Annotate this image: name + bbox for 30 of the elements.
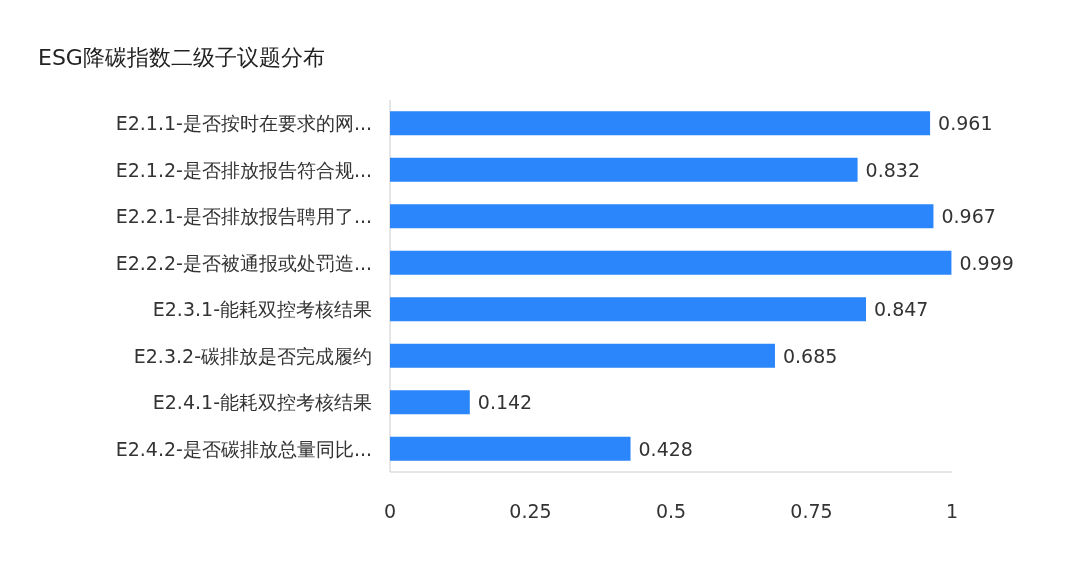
data-label: 0.961 xyxy=(938,112,993,135)
y-tick-label: E2.2.1-是否排放报告聘用了... xyxy=(115,205,372,228)
x-tick-label: 1 xyxy=(945,500,959,522)
y-tick-label: E2.1.1-是否按时在要求的网... xyxy=(115,112,372,135)
x-tick-label: 0 xyxy=(383,500,397,522)
data-label: 0.847 xyxy=(874,298,929,321)
data-label: 0.685 xyxy=(782,344,838,367)
bar xyxy=(390,343,775,368)
bar xyxy=(390,204,934,229)
bar xyxy=(390,297,867,322)
y-tick-label: E2.3.1-能耗双控考核结果 xyxy=(152,298,372,321)
text: ESG降碳指数二级子议题分布 xyxy=(38,45,325,70)
y-tick-label: E2.4.1-能耗双控考核结果 xyxy=(152,391,372,414)
data-label: 0.142 xyxy=(477,391,533,414)
x-tick-label: 0.25 xyxy=(509,500,552,522)
y-tick-label: E2.1.2-是否排放报告符合规... xyxy=(115,158,372,181)
data-label: 0.428 xyxy=(638,437,693,460)
bar xyxy=(390,390,470,415)
bar xyxy=(390,436,631,461)
bar xyxy=(390,111,931,136)
x-tick-label: 0.75 xyxy=(790,500,833,522)
y-tick-label: E2.3.2-碳排放是否完成履约 xyxy=(133,344,372,367)
bar xyxy=(390,157,858,182)
data-label: 0.999 xyxy=(959,251,1014,274)
y-tick-label: E2.2.2-是否被通报或处罚造... xyxy=(115,251,372,274)
x-tick-label: 0.5 xyxy=(655,500,687,522)
data-label: 0.967 xyxy=(941,205,996,228)
data-label: 0.832 xyxy=(865,158,920,181)
bar xyxy=(390,250,952,275)
y-tick-label: E2.4.2-是否碳排放总量同比... xyxy=(115,437,372,460)
